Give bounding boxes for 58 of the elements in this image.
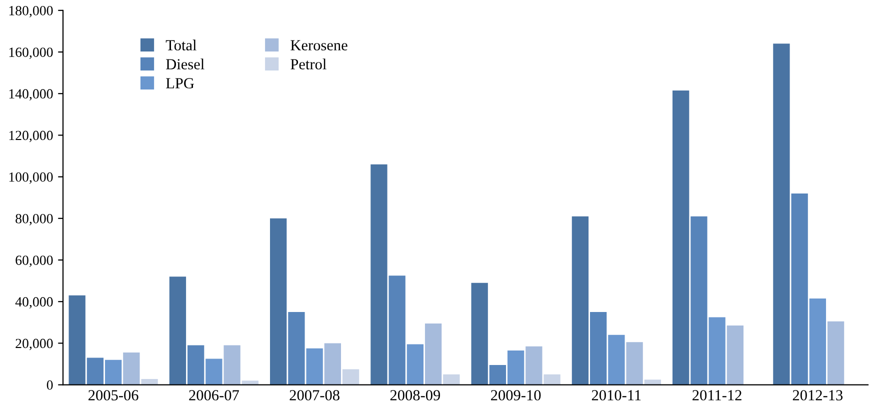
bar bbox=[791, 193, 808, 385]
legend-label: Diesel bbox=[166, 58, 204, 70]
bar bbox=[86, 358, 104, 385]
bar bbox=[809, 298, 826, 385]
bar bbox=[690, 216, 708, 385]
x-tick-label: 2009-10 bbox=[491, 390, 541, 400]
y-tick-label: 80,000 bbox=[16, 214, 53, 226]
bar bbox=[471, 282, 488, 385]
y-tick-label: 100,000 bbox=[9, 172, 53, 184]
x-tick-label: 2007-08 bbox=[290, 390, 340, 400]
bar bbox=[270, 218, 287, 385]
bar bbox=[370, 164, 388, 385]
bar bbox=[104, 360, 122, 385]
bar bbox=[324, 343, 342, 385]
y-tick-label: 160,000 bbox=[9, 48, 53, 59]
bar bbox=[708, 317, 726, 385]
bar bbox=[773, 44, 790, 385]
bar bbox=[608, 334, 625, 385]
bar bbox=[123, 352, 140, 385]
bar bbox=[306, 348, 323, 385]
x-tick-label: 2010-11 bbox=[592, 390, 641, 400]
bar bbox=[169, 276, 186, 385]
bar bbox=[626, 342, 643, 385]
y-tick-label: 140,000 bbox=[9, 89, 53, 101]
x-tick-label: 2005-06 bbox=[88, 390, 138, 400]
y-tick-label: 180,000 bbox=[9, 6, 53, 18]
bar bbox=[288, 312, 305, 385]
legend-label: Petrol bbox=[290, 58, 326, 70]
x-tick-label: 2011-12 bbox=[692, 390, 742, 400]
bar bbox=[726, 326, 744, 385]
bar bbox=[672, 90, 690, 385]
bar bbox=[526, 346, 542, 385]
y-tick-label: 60,000 bbox=[16, 256, 53, 267]
bar bbox=[827, 321, 844, 385]
legend-label: Total bbox=[166, 40, 196, 50]
y-tick-label: 0 bbox=[46, 380, 53, 390]
bar bbox=[342, 369, 360, 385]
bar bbox=[206, 358, 222, 385]
bar bbox=[388, 276, 406, 385]
y-tick-label: 40,000 bbox=[15, 297, 53, 309]
x-tick-label: 2006-07 bbox=[189, 390, 239, 400]
x-tick-label: 2012-13 bbox=[792, 390, 843, 400]
bar bbox=[572, 216, 589, 385]
bar bbox=[68, 295, 86, 385]
bar bbox=[544, 374, 560, 385]
bar bbox=[187, 345, 204, 385]
bar bbox=[443, 374, 460, 385]
bar bbox=[489, 365, 506, 385]
y-tick-label: 120,000 bbox=[9, 130, 53, 142]
y-tick-label: 20,000 bbox=[16, 338, 53, 350]
bar bbox=[424, 323, 442, 385]
legend-label: Kerosene bbox=[290, 40, 348, 50]
bar bbox=[224, 345, 240, 385]
bar bbox=[507, 350, 524, 385]
legend-label: LPG bbox=[166, 78, 194, 88]
bar bbox=[406, 344, 424, 385]
x-tick-label: 2008-09 bbox=[390, 390, 440, 400]
bar bbox=[590, 312, 607, 385]
